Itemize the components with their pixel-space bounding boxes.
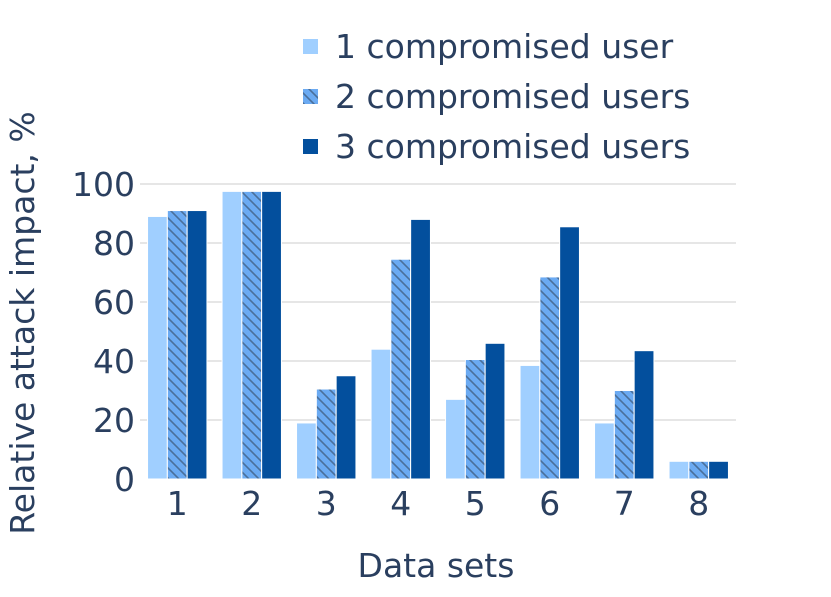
bar — [613, 390, 635, 480]
bar — [221, 190, 243, 480]
bar — [464, 359, 486, 480]
x-tick-label: 3 — [316, 484, 337, 523]
x-tick-label: 4 — [390, 484, 411, 523]
x-tick-label: 1 — [167, 484, 188, 523]
bar — [296, 422, 317, 480]
legend-label: 1 compromised user — [335, 27, 674, 66]
bar — [261, 190, 282, 480]
y-tick-label: 100 — [72, 165, 135, 204]
legend-swatch — [303, 139, 318, 154]
y-axis-ticks: 0 20 40 60 80 100 — [72, 165, 135, 499]
x-axis-ticks: 1 2 3 4 5 6 7 8 — [167, 484, 710, 523]
bar — [594, 422, 615, 480]
y-tick-label: 80 — [93, 224, 135, 263]
legend-swatch — [303, 39, 318, 54]
bar — [519, 364, 541, 480]
bar — [186, 210, 208, 480]
legend: 1 compromised user 2 compromised users 3 c… — [303, 27, 690, 166]
bar — [445, 398, 466, 480]
bar — [708, 460, 729, 480]
bar — [315, 388, 337, 480]
x-tick-label: 8 — [688, 484, 709, 523]
y-tick-label: 0 — [114, 460, 135, 499]
bar — [633, 350, 655, 480]
y-tick-label: 40 — [93, 342, 135, 381]
y-axis-label: Relative attack impact, % — [3, 111, 42, 535]
bar — [688, 460, 710, 480]
legend-label: 2 compromised users — [335, 77, 690, 116]
bar — [166, 210, 188, 480]
bar — [390, 258, 412, 480]
y-tick-label: 20 — [93, 401, 135, 440]
legend-label: 3 compromised users — [335, 127, 690, 166]
x-tick-label: 6 — [539, 484, 560, 523]
bar — [539, 276, 561, 480]
bar — [370, 348, 392, 480]
bar — [484, 342, 506, 480]
x-tick-label: 2 — [241, 484, 262, 523]
bar — [335, 375, 357, 480]
bar — [668, 460, 690, 480]
bars — [147, 190, 729, 480]
x-tick-label: 5 — [465, 484, 486, 523]
x-axis-label: Data sets — [358, 546, 515, 585]
bar — [559, 226, 580, 480]
y-tick-label: 60 — [93, 283, 135, 322]
x-tick-label: 7 — [614, 484, 635, 523]
bar — [147, 215, 168, 480]
legend-swatch — [303, 89, 318, 104]
bar — [241, 190, 263, 480]
bar — [410, 218, 431, 480]
